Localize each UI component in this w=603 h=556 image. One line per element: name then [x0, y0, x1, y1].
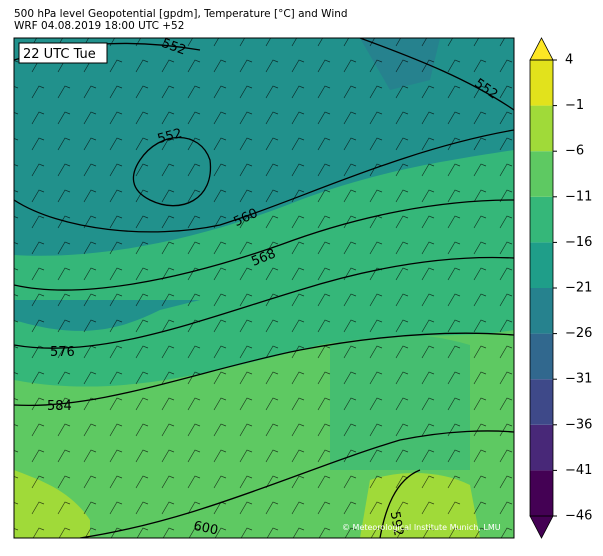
colorbar-tick-label: −6	[565, 144, 584, 159]
colorbar-band	[530, 196, 553, 243]
colorbar-band	[530, 242, 553, 288]
colorbar-tick-label: −31	[565, 372, 592, 387]
colorbar-extend-under	[529, 515, 554, 539]
time-label: 22 UTC Tue	[23, 47, 96, 62]
header-line: 500 hPa level Geopotential [gpdm], Tempe…	[14, 8, 348, 20]
colorbar-tick-label: −26	[565, 326, 592, 341]
map	[14, 38, 514, 538]
colorbar-band	[530, 60, 553, 106]
colorbar-extend-over	[529, 37, 554, 61]
colorbar-band	[530, 470, 553, 516]
colorbar-tick-label: 4	[565, 53, 573, 68]
copyright: © Meteorological Institute Munich, LMU	[342, 523, 501, 532]
contour-label: 576	[50, 345, 75, 360]
colorbar-tick-label: −1	[565, 98, 584, 113]
colorbar-band	[530, 151, 553, 197]
contour-label: 584	[47, 399, 72, 414]
colorbar-tick-label: −41	[565, 463, 592, 478]
colorbar-band	[530, 424, 553, 471]
time-box	[18, 42, 108, 64]
colorbar-band	[530, 105, 553, 152]
colorbar-band	[530, 333, 553, 380]
map-frame	[13, 37, 515, 539]
colorbar-tick-label: −36	[565, 417, 592, 432]
colorbar-tick-label: −16	[565, 235, 592, 250]
contour-label: 592	[387, 510, 406, 537]
colorbar-tick-label: −46	[565, 509, 592, 524]
colorbar-band	[530, 379, 553, 425]
colorbar-band	[530, 288, 553, 334]
header-line: WRF 04.08.2019 18:00 UTC +52	[14, 20, 184, 32]
contour-label: 552	[156, 126, 184, 147]
colorbar-tick-label: −21	[565, 281, 592, 296]
contour-label: 600	[192, 519, 219, 539]
colorbar-tick-label: −11	[565, 189, 592, 204]
